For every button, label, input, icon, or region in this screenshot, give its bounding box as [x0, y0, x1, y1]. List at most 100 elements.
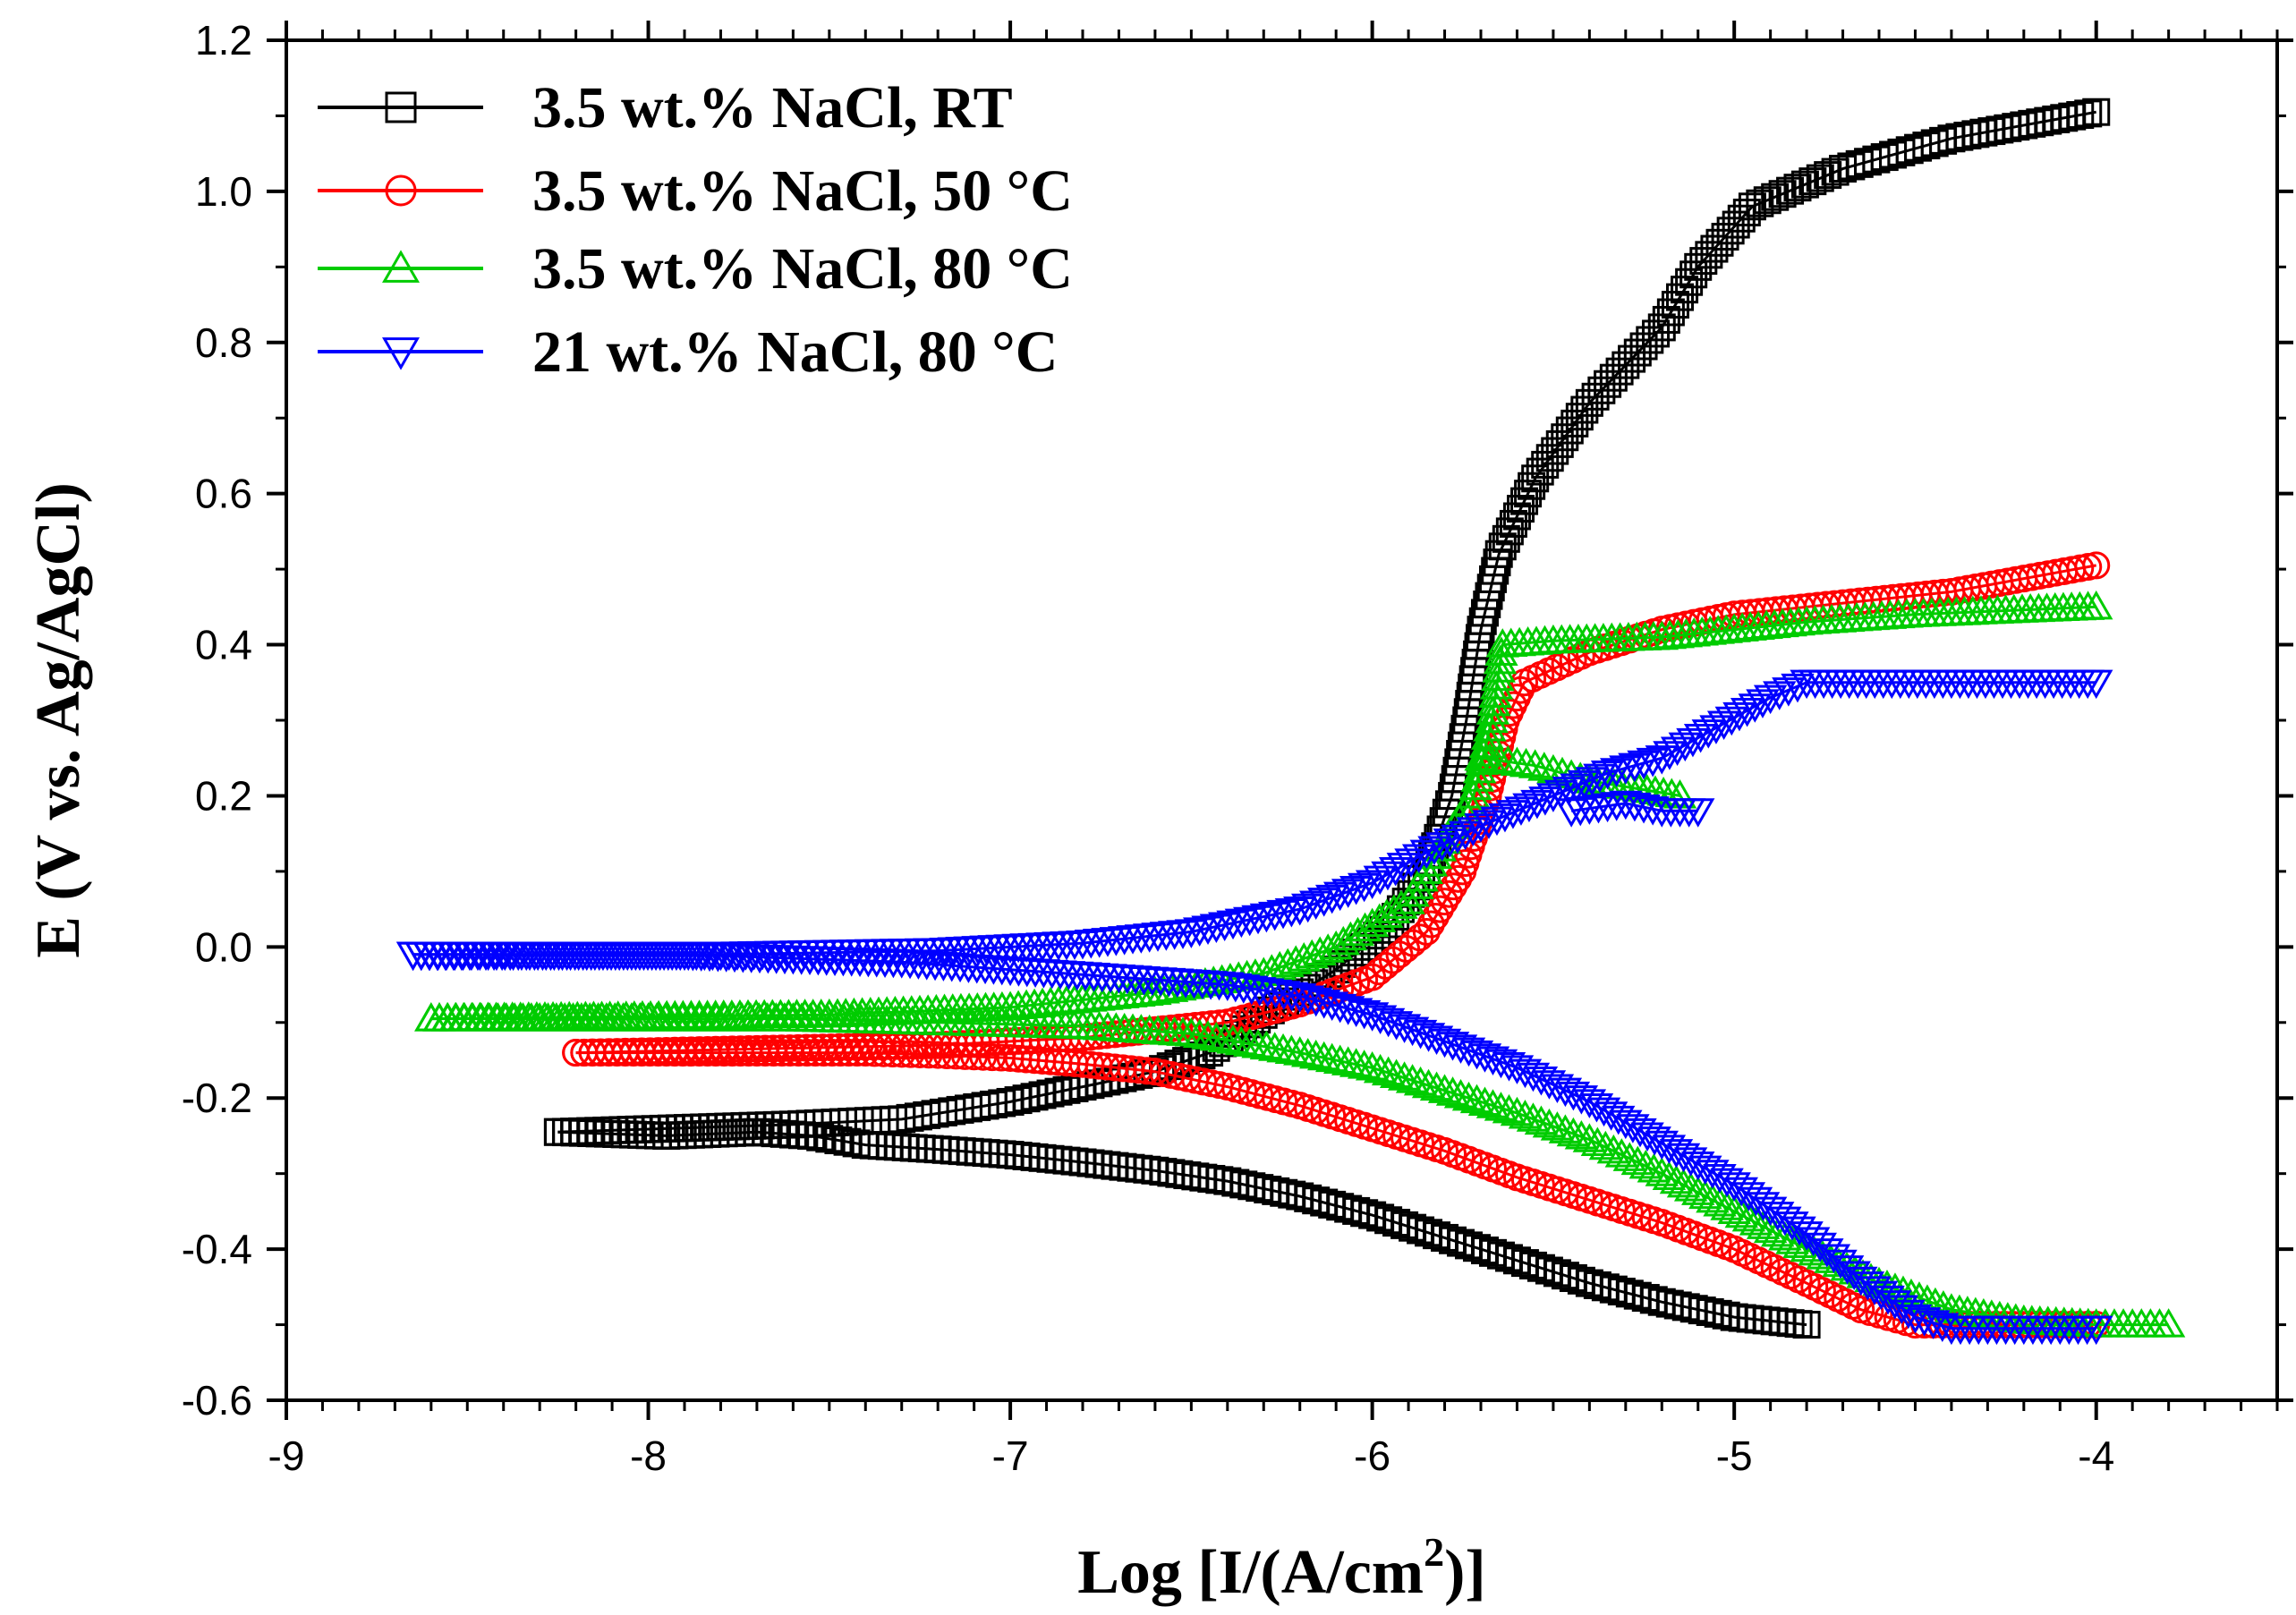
data-point — [1556, 1081, 1591, 1111]
data-point — [1782, 1216, 1816, 1246]
data-point — [1233, 906, 1267, 937]
data-point — [1363, 1005, 1398, 1035]
data-point — [1371, 1056, 1406, 1086]
data-point — [1659, 1164, 1694, 1194]
data-point — [1355, 870, 1390, 899]
data-point — [1443, 1078, 1478, 1109]
y-tick-label: 0.6 — [195, 471, 252, 517]
data-point — [1417, 836, 1451, 865]
data-point — [1183, 1018, 1217, 1049]
data-point — [1266, 899, 1300, 930]
data-point — [1676, 727, 1710, 758]
data-point — [1496, 800, 1530, 829]
data-point — [1583, 763, 1617, 794]
data-point — [1424, 832, 1459, 862]
data-point — [1628, 1149, 1662, 1179]
data-point — [1492, 1052, 1526, 1082]
data-point — [1507, 495, 1535, 523]
data-point — [1666, 1168, 1701, 1198]
data-point — [1363, 1053, 1398, 1084]
data-point — [1524, 1105, 1559, 1135]
data-point — [1249, 903, 1284, 933]
data-point — [1548, 1114, 1583, 1143]
data-point — [1781, 673, 1815, 703]
data-point — [1567, 769, 1602, 800]
data-point — [1443, 1034, 1478, 1064]
data-point — [1355, 1051, 1390, 1081]
data-point — [1858, 1276, 1892, 1305]
data-point — [1516, 1102, 1551, 1132]
data-point — [1580, 1126, 1615, 1156]
data-point — [1477, 686, 1511, 717]
x-axis-title-end: )] — [1444, 1538, 1486, 1607]
data-point — [1409, 839, 1444, 870]
x-axis-title-main: Log [I/(A/cm — [1077, 1538, 1424, 1607]
data-point — [1379, 1058, 1414, 1088]
data-point — [1814, 161, 1842, 190]
data-point — [1386, 853, 1421, 882]
data-point — [1174, 919, 1209, 948]
data-point — [1322, 881, 1357, 912]
data-point — [1636, 796, 1670, 826]
data-point — [1427, 1074, 1462, 1103]
data-point — [1636, 747, 1670, 778]
y-tick-label: 0.8 — [195, 319, 252, 366]
data-point — [1307, 1041, 1341, 1071]
data-point — [1411, 1023, 1446, 1052]
data-point — [1746, 189, 1774, 217]
data-point — [1191, 1020, 1225, 1050]
data-point — [1216, 1024, 1250, 1054]
x-axis-title: Log [I/(A/cm2)] — [1077, 1529, 1486, 1607]
data-point — [1660, 736, 1695, 766]
data-point — [1724, 1177, 1758, 1207]
data-point — [1510, 487, 1539, 515]
data-point — [1475, 1089, 1510, 1118]
data-point — [1483, 548, 1511, 577]
data-point — [1508, 1058, 1543, 1089]
data-point — [1299, 890, 1333, 920]
data-point — [1295, 939, 1329, 969]
data-point — [1691, 719, 1725, 749]
data-point — [1475, 695, 1510, 725]
y-tick-label: -0.6 — [182, 1377, 252, 1424]
data-point — [1484, 540, 1513, 568]
data-point — [1492, 524, 1520, 553]
data-point — [1714, 706, 1748, 736]
data-point — [1652, 1160, 1687, 1190]
data-point — [2079, 1315, 2113, 1346]
data-point — [1412, 917, 1441, 946]
legend-label-rt: 3.5 wt.% NaCl, RT — [532, 75, 1013, 140]
data-point — [1339, 876, 1373, 905]
data-point — [1416, 910, 1445, 939]
data-point — [1314, 884, 1349, 914]
data-point — [1710, 1191, 1744, 1220]
data-point — [1451, 1081, 1486, 1111]
tick-labels: -9 -8 -7 -6 -5 -4 -0.6 -0.4 -0.2 0.0 0.2 0.4 0.6 0.8 1… — [182, 17, 2114, 1479]
data-point — [1772, 677, 1806, 707]
data-point — [1730, 698, 1765, 727]
data-point — [1465, 745, 1499, 776]
data-point — [1500, 1096, 1535, 1126]
data-point — [1291, 893, 1325, 923]
legend-label-80c: 3.5 wt.% NaCl, 80 °C — [532, 236, 1073, 302]
data-point — [1271, 948, 1305, 978]
data-point — [1753, 684, 1788, 715]
data-point — [1287, 942, 1321, 972]
data-point — [1645, 745, 1679, 775]
legend-triangle-down-marker-icon — [382, 337, 420, 370]
data-point — [1174, 1017, 1209, 1047]
data-point — [1688, 1179, 1722, 1210]
data-point — [1588, 1130, 1623, 1160]
data-point — [1681, 1176, 1715, 1205]
data-point — [1790, 170, 1819, 199]
data-point — [1520, 789, 1554, 820]
data-point — [1516, 1062, 1551, 1092]
data-point — [1738, 192, 1766, 221]
data-point — [1488, 803, 1522, 833]
data-point — [1331, 1046, 1365, 1075]
data-point — [1460, 762, 1495, 792]
data-point — [1696, 1183, 1730, 1213]
data-point — [1371, 861, 1405, 891]
data-point — [1524, 1067, 1559, 1096]
data-point — [1518, 749, 1552, 778]
